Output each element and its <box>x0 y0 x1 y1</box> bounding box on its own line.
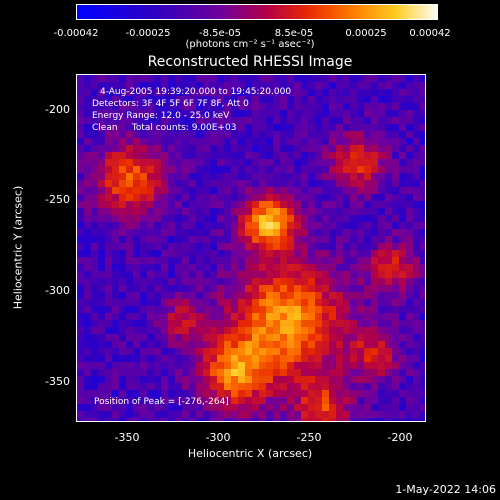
rhessi-image-pixels <box>77 75 425 421</box>
y-axis-label: Heliocentric Y (arcsec) <box>11 185 25 310</box>
clean-counts: Clean Total counts: 9.00E+03 <box>92 123 237 133</box>
x-tick-label: -300 <box>205 431 231 444</box>
x-tick-label: -200 <box>387 431 413 444</box>
colorbar-tick: -8.5e-05 <box>199 28 241 39</box>
energy-range: Energy Range: 12.0 - 25.0 keV <box>92 111 230 121</box>
x-axis-label: Heliocentric X (arcsec) <box>187 447 313 460</box>
peak-position: Position of Peak = [-276,-264] <box>94 397 229 407</box>
time-range: 4-Aug-2005 19:39:20.000 to 19:45:20.000 <box>100 87 292 97</box>
colorbar-tick: 0.00025 <box>345 28 387 39</box>
y-tick-label: -350 <box>45 375 70 388</box>
image-title: Reconstructed RHESSI Image <box>147 54 353 70</box>
x-tick-label: -350 <box>114 431 140 444</box>
rhessi-image <box>76 74 426 422</box>
colorbar-units: (photons cm⁻² s⁻¹ asec⁻²) <box>185 39 315 50</box>
colorbar-tick: 8.5e-05 <box>274 28 314 39</box>
colorbar <box>76 4 438 20</box>
detectors-text: Detectors: 3F 4F 5F 6F 7F 8F, Att 0 <box>92 99 249 109</box>
image-info: 4-Aug-2005 19:39:20.000 to 19:45:20.000 D… <box>92 86 291 134</box>
x-tick-label: -250 <box>296 431 322 444</box>
timestamp: 1-May-2022 14:06 <box>395 483 496 496</box>
y-tick-label: -250 <box>45 193 70 206</box>
colorbar-tick: -0.00025 <box>125 28 171 39</box>
colorbar-tick: 0.00042 <box>409 28 451 39</box>
colorbar-tick: -0.00042 <box>53 28 99 39</box>
y-tick-label: -200 <box>45 103 70 116</box>
y-tick-label: -300 <box>45 284 70 297</box>
